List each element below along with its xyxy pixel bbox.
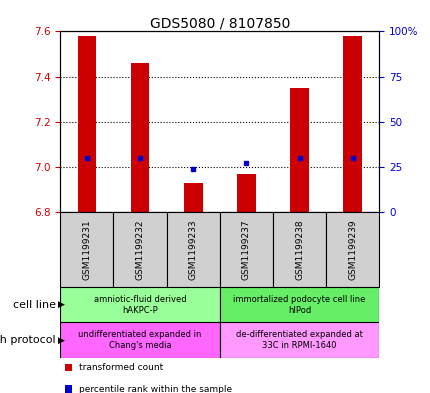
Bar: [166, 212, 219, 287]
Bar: [237, 174, 255, 212]
Title: GDS5080 / 8107850: GDS5080 / 8107850: [149, 16, 289, 30]
Text: amniotic-fluid derived
hAKPC-P: amniotic-fluid derived hAKPC-P: [94, 294, 186, 315]
Text: GSM1199237: GSM1199237: [241, 219, 250, 280]
Bar: [77, 36, 96, 212]
Text: growth protocol: growth protocol: [0, 335, 56, 345]
Text: immortalized podocyte cell line
hIPod: immortalized podocyte cell line hIPod: [233, 294, 365, 315]
Bar: [130, 63, 149, 212]
Text: GSM1199238: GSM1199238: [295, 219, 303, 280]
Text: ▶: ▶: [58, 300, 65, 309]
Bar: [326, 212, 378, 287]
Bar: [343, 36, 361, 212]
Bar: [219, 212, 272, 287]
Text: undifferentiated expanded in
Chang's media: undifferentiated expanded in Chang's med…: [78, 330, 201, 350]
Bar: [60, 287, 219, 322]
Bar: [60, 212, 113, 287]
Text: GSM1199239: GSM1199239: [347, 219, 356, 280]
Text: ▶: ▶: [58, 336, 65, 344]
Bar: [219, 287, 378, 322]
Text: transformed count: transformed count: [79, 363, 163, 372]
Bar: [113, 212, 166, 287]
Text: percentile rank within the sample: percentile rank within the sample: [79, 385, 231, 393]
Text: de-differentiated expanded at
33C in RPMI-1640: de-differentiated expanded at 33C in RPM…: [236, 330, 362, 350]
Text: GSM1199233: GSM1199233: [188, 219, 197, 280]
Text: cell line: cell line: [13, 299, 56, 310]
Bar: [219, 322, 378, 358]
Bar: [60, 322, 219, 358]
Bar: [289, 88, 308, 212]
Bar: [272, 212, 326, 287]
Text: GSM1199232: GSM1199232: [135, 219, 144, 280]
Bar: [184, 183, 202, 212]
Text: GSM1199231: GSM1199231: [82, 219, 91, 280]
